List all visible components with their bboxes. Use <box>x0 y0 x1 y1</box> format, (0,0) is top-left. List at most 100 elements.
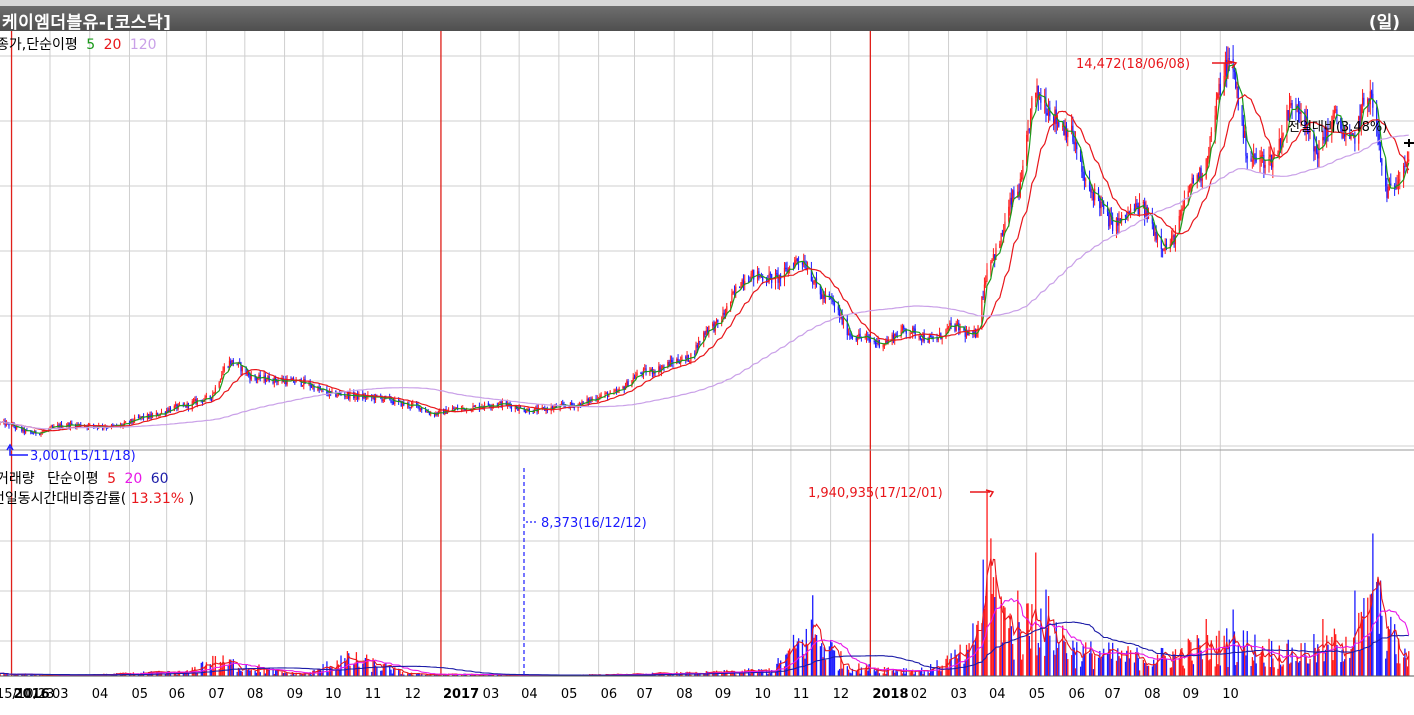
price-candle-body <box>689 360 691 362</box>
volume-bar <box>1399 663 1401 676</box>
volume-bar <box>912 669 914 676</box>
volume-bar <box>1286 643 1288 676</box>
volume-bar <box>176 674 178 676</box>
volume-bar <box>1381 615 1383 676</box>
volume-bar <box>792 634 795 676</box>
price-candle-body <box>964 330 966 337</box>
volume-bar <box>1187 638 1189 676</box>
price-candle-body <box>1322 137 1324 141</box>
volume-bar <box>1268 638 1270 676</box>
price-candle-body <box>1192 177 1194 183</box>
price-candle-body <box>1044 100 1046 103</box>
volume-bar <box>381 670 383 676</box>
x-tick-label: 04 <box>989 687 1006 702</box>
volume-bar <box>1259 656 1261 676</box>
volume-bar <box>408 674 410 676</box>
price-candle-body <box>947 326 950 328</box>
price-ma-line-20 <box>0 94 1410 432</box>
price-candle-body <box>16 426 18 429</box>
price-candle-body <box>855 338 857 341</box>
price-candle-body <box>1224 59 1227 76</box>
price-candle-body <box>169 408 172 411</box>
price-candle-body <box>140 416 142 418</box>
volume-bar <box>1404 648 1406 676</box>
volume-bar <box>169 673 172 676</box>
volume-bar <box>421 673 423 676</box>
price-candle-body <box>794 260 796 268</box>
price-candle-body <box>1304 111 1306 130</box>
volume-bar <box>1388 629 1391 676</box>
volume-bar <box>1035 552 1037 676</box>
volume-bar <box>13 674 15 676</box>
price-candle-body <box>762 277 764 281</box>
volume-bar <box>1235 665 1237 676</box>
volume-bar <box>860 667 863 676</box>
price-candle-body <box>427 411 429 413</box>
volume-bar <box>1135 651 1137 676</box>
volume-bar <box>1110 658 1113 676</box>
price-candle-body <box>317 386 319 391</box>
volume-bar <box>1226 628 1228 676</box>
volume-bar <box>1370 593 1373 676</box>
price-candle-body <box>176 404 178 409</box>
price-candle-body <box>44 430 46 432</box>
price-candle-body <box>130 419 132 423</box>
volume-bar <box>983 608 986 676</box>
x-tick-label: 07 <box>208 687 225 702</box>
price-candle-body <box>891 334 893 340</box>
price-candle-body <box>424 410 427 413</box>
volume-bar <box>901 673 904 676</box>
volume-bar <box>282 673 284 676</box>
volume-bar <box>669 674 672 676</box>
volume-bar <box>747 668 750 676</box>
price-candle-body <box>1028 129 1030 131</box>
volume-bar <box>1133 662 1136 676</box>
volume-bar <box>490 674 492 676</box>
price-candle-body <box>1390 183 1392 186</box>
volume-bar <box>175 672 177 676</box>
price-candle-body <box>1210 131 1212 137</box>
volume-bar <box>272 668 274 676</box>
price-candle-body <box>1035 92 1037 98</box>
volume-bar <box>1027 603 1029 676</box>
x-tick-label: 08 <box>1144 687 1161 702</box>
price-candle-body <box>185 404 187 408</box>
price-candle-body <box>1092 191 1094 201</box>
price-candle-body <box>644 368 646 370</box>
price-candle-body <box>1379 144 1382 159</box>
period-indicator[interactable]: (일) <box>1368 13 1400 33</box>
price-candle-body <box>285 380 287 385</box>
volume-bar <box>1160 647 1163 676</box>
price-candle-body <box>241 366 243 372</box>
price-candle-body <box>345 396 347 398</box>
x-tick-label: 07 <box>1104 687 1121 702</box>
volume-bar <box>1164 655 1166 676</box>
volume-bar <box>876 669 878 676</box>
price-candle-body <box>883 344 886 346</box>
price-candle-body <box>391 401 393 403</box>
volume-bar <box>1065 653 1068 676</box>
price-candle-body <box>1047 107 1050 116</box>
price-candle-body <box>1181 208 1183 215</box>
price-candle-body <box>1402 165 1405 180</box>
volume-bar <box>1022 654 1024 676</box>
volume-bar <box>974 638 977 676</box>
price-candle-body <box>659 366 661 372</box>
price-candle-body <box>705 330 707 335</box>
volume-bar <box>1402 657 1405 676</box>
price-candle-body <box>1306 116 1309 131</box>
volume-ma20-label: 20 <box>124 471 142 487</box>
volume-bar <box>277 669 279 676</box>
volume-bar <box>426 674 428 676</box>
price-candle-body <box>1037 85 1039 99</box>
volume-bar <box>1062 625 1064 676</box>
volume-bar <box>1092 669 1095 676</box>
volume-bar <box>227 665 229 676</box>
price-candle-body <box>668 362 670 367</box>
volume-bar <box>1038 647 1041 676</box>
price-candle-body <box>1119 218 1121 222</box>
price-candle-body <box>492 404 495 406</box>
price-candle-body <box>640 372 642 374</box>
volume-bar <box>1178 657 1180 676</box>
price-candle-body <box>599 395 601 399</box>
